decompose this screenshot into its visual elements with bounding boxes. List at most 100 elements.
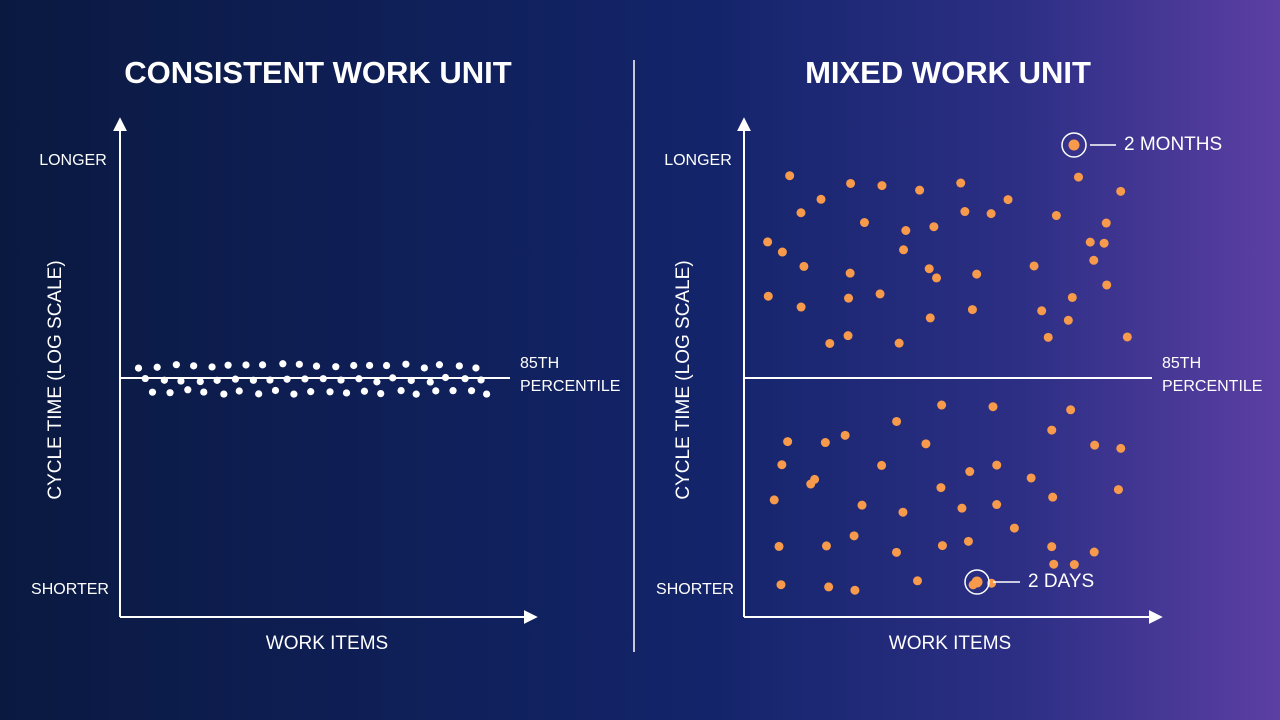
dot <box>763 237 773 247</box>
dot <box>859 218 869 228</box>
dot <box>1069 560 1079 570</box>
dot <box>806 479 816 489</box>
dot <box>249 376 258 384</box>
dot <box>1049 559 1059 569</box>
y-axis-label: CYCLE TIME (LOG SCALE) <box>673 260 694 499</box>
dot <box>845 268 855 278</box>
dot <box>796 208 806 218</box>
dots <box>763 171 1132 595</box>
dot <box>1089 255 1099 265</box>
dot <box>200 388 208 396</box>
dot <box>898 507 908 517</box>
dot <box>875 289 885 299</box>
dots <box>134 360 491 398</box>
annotation: 2 DAYS <box>1028 571 1094 592</box>
dot <box>925 313 935 323</box>
dot <box>924 264 934 274</box>
dot <box>258 361 267 369</box>
dot <box>148 388 157 396</box>
dot <box>1116 443 1126 453</box>
dot <box>342 389 351 397</box>
y-axis-label: CYCLE TIME (LOG SCALE) <box>45 260 66 499</box>
dot <box>160 376 168 384</box>
dot <box>295 360 303 368</box>
dot <box>796 302 806 312</box>
dot <box>389 374 397 382</box>
dot <box>776 580 786 590</box>
dot <box>208 363 216 371</box>
dot <box>283 375 291 383</box>
dot <box>255 390 263 398</box>
dot <box>213 376 221 384</box>
dot <box>986 209 996 219</box>
dot <box>936 483 946 493</box>
dot <box>992 460 1002 470</box>
dot <box>455 362 463 370</box>
dot <box>365 361 374 370</box>
dot <box>825 338 835 348</box>
dot <box>777 460 787 470</box>
dot <box>1047 542 1057 552</box>
dot <box>972 269 982 279</box>
dot <box>988 402 998 412</box>
dot <box>820 438 830 448</box>
dot <box>141 374 149 383</box>
panel-title: CONSISTENT WORK UNIT <box>124 55 512 90</box>
dot <box>1101 218 1111 228</box>
dot <box>913 576 923 586</box>
dot <box>266 376 274 384</box>
y-bottom-label: SHORTER <box>656 581 734 598</box>
dot <box>877 181 887 191</box>
callout-dot <box>1068 139 1080 151</box>
dot <box>992 500 1002 510</box>
dot <box>377 389 385 398</box>
dot <box>1102 280 1112 290</box>
dot <box>1113 485 1123 495</box>
dot <box>1066 405 1076 415</box>
dot <box>472 364 480 372</box>
dot <box>467 387 476 395</box>
dot <box>1043 332 1053 342</box>
dot <box>432 387 440 395</box>
threshold-label: PERCENTILE <box>1162 378 1262 395</box>
dot <box>1090 440 1100 450</box>
dot <box>891 547 901 557</box>
dot <box>1073 172 1083 182</box>
threshold-label: 85TH <box>520 355 559 372</box>
dot <box>402 360 410 368</box>
dot <box>235 387 243 395</box>
dot <box>849 531 859 541</box>
dot <box>184 386 192 394</box>
dot <box>271 386 280 395</box>
callout-dot <box>971 576 983 588</box>
dot <box>326 388 334 396</box>
dot <box>153 363 161 371</box>
dot <box>412 390 420 398</box>
dot <box>967 305 977 315</box>
dot <box>435 361 444 369</box>
dot <box>1089 547 1099 557</box>
dot <box>840 430 850 440</box>
dot <box>224 361 232 369</box>
dot <box>190 362 198 370</box>
dot <box>312 362 321 370</box>
dot <box>957 503 967 513</box>
dot <box>355 375 363 383</box>
dot <box>824 582 834 592</box>
dot <box>901 226 911 236</box>
dot <box>937 400 947 410</box>
dot <box>843 331 853 341</box>
x-axis-label: WORK ITEMS <box>266 633 388 654</box>
dot <box>1048 492 1058 502</box>
dot <box>441 373 450 382</box>
dot <box>449 387 457 395</box>
dot <box>301 375 309 383</box>
annotation: 2 MONTHS <box>1124 134 1222 155</box>
dot <box>1122 332 1132 342</box>
dot <box>1085 237 1095 247</box>
dot <box>397 387 405 395</box>
dot <box>134 364 143 372</box>
dot <box>774 541 784 551</box>
